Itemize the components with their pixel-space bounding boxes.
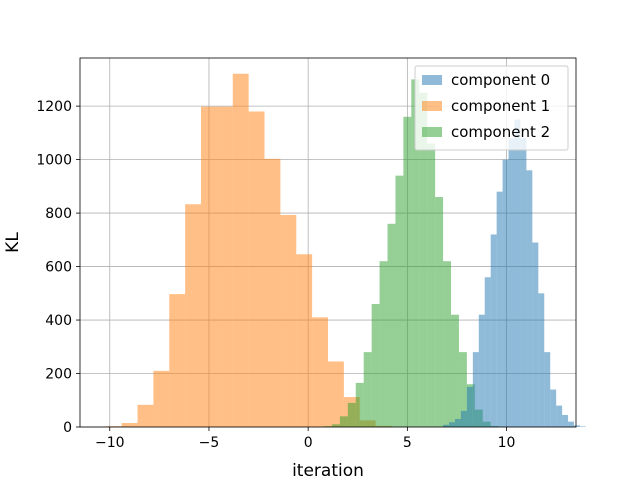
bar-component-1	[328, 361, 344, 427]
plot-frame	[79, 57, 577, 428]
series-component-1	[105, 73, 392, 427]
bar-component-2	[387, 223, 396, 427]
bar-component-2	[395, 175, 404, 427]
bar-component-1	[105, 426, 122, 427]
bar-component-0	[514, 119, 521, 427]
x-tick-label: 10	[498, 435, 516, 451]
y-tick-label: 600	[45, 260, 72, 276]
bar-component-1	[153, 370, 170, 427]
bar-component-1	[216, 106, 233, 427]
x-axis-ticks: −10 −5 0 5 10	[95, 427, 515, 451]
bar-component-0	[484, 277, 491, 427]
y-tick-label: 400	[45, 313, 72, 329]
bar-component-1	[201, 106, 217, 427]
bar-component-0	[460, 410, 467, 427]
bar-component-1	[280, 214, 297, 427]
legend-label: component 0	[451, 71, 550, 89]
bar-component-0	[490, 234, 497, 427]
bar-component-2	[403, 116, 412, 428]
bar-component-2	[427, 143, 436, 427]
legend-label: component 1	[451, 97, 550, 115]
bar-component-1	[232, 73, 249, 427]
series-component-0	[443, 119, 586, 427]
bar-component-2	[419, 92, 428, 428]
y-axis-label: KL	[3, 232, 23, 253]
bar-component-0	[562, 414, 569, 427]
bar-component-1	[296, 254, 313, 427]
bar-component-0	[449, 422, 455, 427]
bar-component-0	[502, 159, 509, 427]
bar-component-1	[137, 404, 154, 427]
bar-component-0	[526, 170, 533, 427]
bar-component-1	[169, 294, 186, 427]
bar-component-0	[568, 421, 575, 427]
x-tick-label: −10	[95, 435, 125, 451]
bar-component-2	[379, 261, 388, 427]
x-axis-label: iteration	[292, 461, 364, 480]
bar-component-2	[347, 402, 356, 427]
x-tick-label: −5	[199, 435, 220, 451]
bar-component-1	[312, 317, 328, 427]
bar-component-0	[508, 138, 515, 427]
bar-component-2	[355, 382, 364, 427]
y-tick-label: 1200	[36, 99, 72, 115]
bar-component-2	[458, 352, 467, 427]
y-tick-label: 800	[45, 206, 72, 222]
bar-component-2	[451, 314, 459, 427]
histogram-bars	[105, 73, 586, 428]
bar-component-0	[556, 405, 563, 427]
legend-swatch	[422, 101, 442, 111]
bar-component-0	[574, 425, 580, 427]
bar-component-1	[185, 204, 202, 427]
bar-component-2	[435, 197, 444, 427]
bar-component-0	[496, 191, 503, 427]
bar-component-0	[544, 352, 551, 427]
legend-box	[414, 65, 569, 151]
x-tick-label: 0	[304, 435, 313, 451]
bar-component-1	[264, 158, 281, 427]
bar-component-2	[411, 79, 420, 428]
bar-component-1	[121, 422, 138, 427]
bar-component-0	[454, 418, 461, 427]
bar-component-2	[339, 416, 348, 427]
bar-component-0	[443, 424, 450, 427]
bar-component-0	[538, 293, 545, 427]
y-axis-ticks: 0 200 400 600 800 1000 1200	[36, 99, 80, 436]
bar-component-0	[520, 138, 527, 427]
bar-component-0	[478, 314, 485, 427]
bar-component-2	[363, 352, 372, 427]
legend-swatch	[422, 75, 442, 85]
bar-component-0	[579, 426, 586, 427]
y-tick-label: 0	[63, 420, 72, 436]
bar-component-2	[443, 261, 452, 427]
bar-component-0	[466, 386, 473, 427]
bar-component-0	[550, 389, 557, 427]
bar-component-2	[331, 424, 340, 427]
legend-swatch	[422, 127, 442, 137]
series-component-2	[324, 79, 499, 428]
bar-component-0	[472, 352, 479, 427]
bar-component-2	[371, 304, 380, 427]
y-tick-label: 1000	[36, 153, 72, 169]
bar-component-1	[248, 111, 265, 427]
y-tick-label: 200	[45, 367, 72, 383]
bar-component-0	[532, 242, 539, 427]
legend-label: component 2	[451, 123, 550, 141]
legend: component 0 component 1 component 2	[414, 65, 569, 151]
x-tick-label: 5	[403, 435, 412, 451]
bar-component-2	[324, 426, 332, 427]
